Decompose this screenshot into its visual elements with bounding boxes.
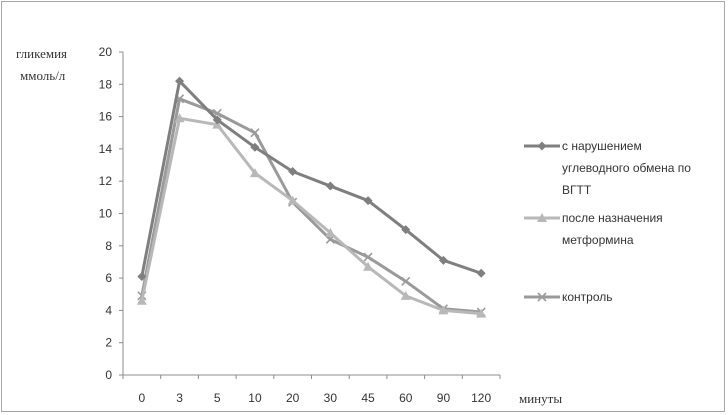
triangle-marker — [287, 195, 298, 205]
y-tick-label: 16 — [99, 110, 113, 124]
x-marker — [537, 292, 547, 302]
diamond-marker — [401, 225, 411, 235]
x-tick-label: 30 — [324, 391, 338, 405]
diamond-marker — [476, 268, 486, 278]
legend-label: углеводного обмена по — [562, 161, 691, 175]
diamond-marker — [537, 141, 547, 151]
y-tick-label: 8 — [105, 239, 112, 253]
legend-item: контроль — [524, 290, 613, 304]
series-line — [140, 79, 482, 277]
diamond-marker — [212, 115, 222, 125]
triangle-marker — [400, 290, 411, 300]
diamond-marker — [438, 255, 448, 265]
legend-item: с нарушением углеводного обмена по ВГТТ — [524, 139, 691, 197]
x-tick-label: 0 — [139, 391, 146, 405]
x-marker — [401, 276, 411, 286]
x-tick-label: 3 — [176, 391, 183, 405]
y-tick-label: 18 — [99, 77, 113, 91]
triangle-marker — [174, 113, 185, 123]
x-marker-stroke — [250, 128, 260, 138]
triangle-marker — [363, 261, 374, 271]
legend-label: с нарушением — [562, 139, 642, 153]
y-axis-title-line-2: ммоль/л — [20, 68, 66, 83]
triangle-marker — [249, 168, 260, 178]
axes: 0 2 4 6 8 10 12 14 16 18 20 0 3 5 10 20 30 45 60 90 120 — [99, 45, 501, 405]
y-tick-label: 0 — [105, 368, 112, 382]
x-tick-label: 90 — [437, 391, 451, 405]
x-marker — [250, 128, 260, 138]
y-tick-label: 4 — [105, 303, 112, 317]
diamond-marker — [288, 167, 298, 177]
legend-label: метформина — [562, 233, 634, 247]
series-line — [140, 97, 482, 314]
y-tick-label: 12 — [99, 174, 113, 188]
diamond-marker — [325, 181, 335, 191]
x-marker — [363, 252, 373, 262]
triangle-marker — [136, 295, 147, 305]
legend-label: контроль — [562, 290, 613, 304]
x-tick-label: 60 — [399, 391, 413, 405]
diamond-marker — [363, 196, 373, 206]
y-tick-label: 10 — [99, 207, 113, 221]
x-marker-stroke — [401, 276, 411, 286]
diamond-marker — [175, 76, 185, 86]
triangle-marker — [325, 227, 336, 237]
x-tick-label: 10 — [248, 391, 262, 405]
x-marker-stroke — [537, 292, 547, 302]
diamond-marker — [250, 142, 260, 152]
x-marker-stroke — [363, 252, 373, 262]
triangle-marker — [537, 213, 547, 222]
series-line — [140, 116, 482, 316]
legend-label: после назначения — [562, 211, 663, 225]
legend-label: ВГТТ — [562, 183, 592, 197]
y-tick-label: 14 — [99, 142, 113, 156]
x-tick-label: 5 — [214, 391, 221, 405]
series-layer — [136, 76, 487, 318]
legend: с нарушением углеводного обмена по ВГТТ пос… — [524, 139, 691, 304]
x-tick-label: 120 — [471, 391, 491, 405]
x-axis-title: минуты — [519, 391, 562, 406]
legend-item: после назначения метформина — [524, 211, 663, 247]
y-tick-label: 6 — [105, 271, 112, 285]
x-tick-label: 20 — [286, 391, 300, 405]
diamond-marker — [137, 271, 147, 281]
triangle-marker — [476, 308, 487, 318]
y-axis-title-line-1: гликемия — [16, 46, 67, 61]
x-tick-label: 45 — [361, 391, 375, 405]
y-tick-label: 2 — [105, 336, 112, 350]
triangle-marker — [438, 305, 449, 315]
y-tick-label: 20 — [99, 45, 113, 59]
